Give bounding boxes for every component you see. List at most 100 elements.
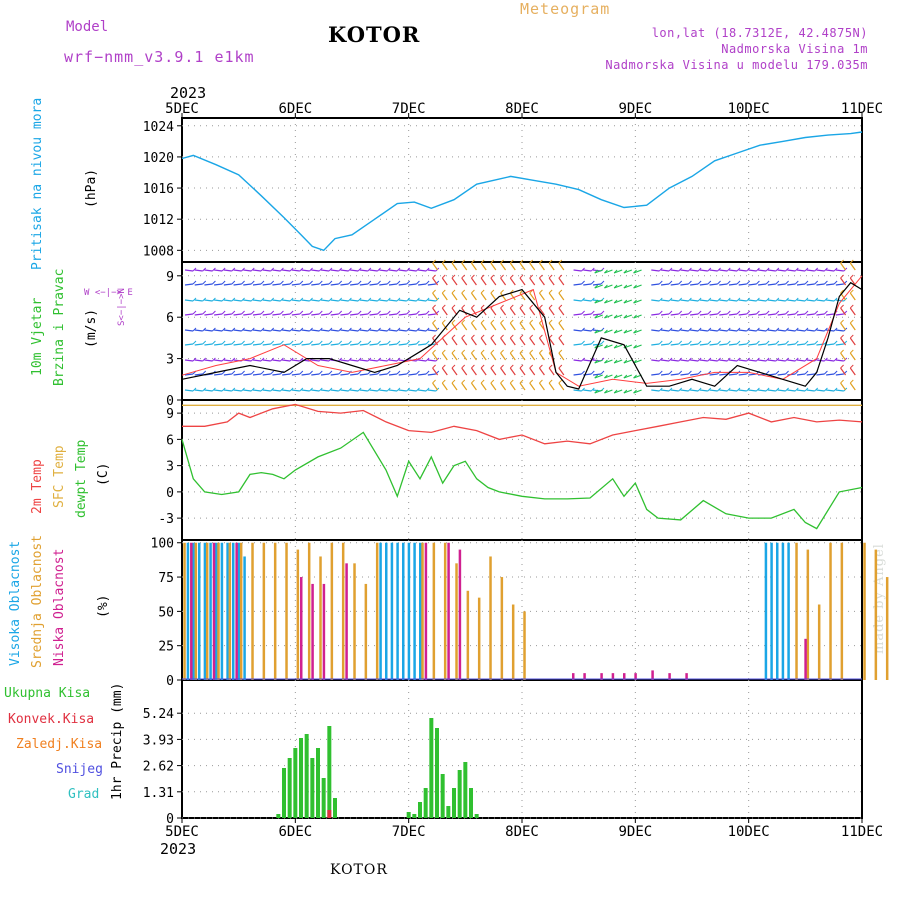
wind-barb-flag — [678, 357, 683, 362]
wind-barb — [758, 299, 767, 302]
high-cloud-bar — [407, 542, 411, 680]
wind-barb-flag — [849, 259, 854, 264]
wind-barb-flag — [548, 379, 553, 384]
wind-barb-flag — [270, 267, 275, 272]
wind-barb — [301, 359, 310, 362]
wind-barb — [311, 299, 320, 302]
total-rain-bar — [429, 718, 434, 818]
wind-barb — [441, 367, 448, 376]
wind-barb-flag — [658, 370, 663, 375]
wind-barb-flag — [539, 334, 543, 339]
wind-barb — [320, 313, 330, 316]
wind-barb — [291, 343, 300, 346]
wind-barb-flag — [432, 364, 436, 369]
wind-barb-flag — [824, 280, 828, 285]
legend-snow: Snijeg — [56, 762, 103, 777]
wind-barb-flag — [633, 374, 637, 379]
wind-barb — [806, 299, 815, 302]
wind-barb — [651, 343, 660, 346]
wind-barb-flag — [500, 334, 504, 339]
wind-barb-flag — [202, 340, 207, 345]
wind-barb — [291, 313, 300, 316]
wind-barb-flag — [338, 280, 343, 285]
wind-barb-flag — [338, 297, 343, 302]
wind-barb — [418, 343, 427, 346]
wind-barb — [835, 313, 844, 316]
wind-barb-flag — [289, 340, 294, 345]
wind-barb — [699, 299, 708, 302]
high-cloud-bar — [243, 556, 246, 680]
wind-barb — [529, 307, 536, 316]
wind-barb — [680, 283, 689, 286]
wind-barb-flag — [231, 267, 236, 272]
total-rain-bar — [316, 748, 320, 818]
wind-barb-flag — [833, 340, 838, 345]
wind-barb — [826, 313, 835, 316]
wind-barb — [670, 373, 679, 376]
wind-barb — [849, 277, 856, 286]
wind-barb — [369, 343, 378, 346]
mid-cloud-bar — [511, 604, 515, 680]
wind-barb-flag — [270, 310, 275, 315]
wind-barb — [651, 283, 660, 286]
wind-barb — [330, 313, 339, 316]
wind-barb-flag — [678, 280, 683, 285]
wind-barb — [470, 382, 477, 391]
wind-barb-flag — [318, 267, 323, 272]
wind-barb — [583, 389, 592, 392]
wind-barb — [613, 374, 623, 379]
high-cloud-bar — [396, 542, 399, 680]
wind-barb-flag — [348, 327, 352, 332]
wind-barb — [573, 313, 582, 316]
wind-barb-flag — [604, 329, 608, 334]
wind-barb — [826, 283, 835, 286]
wind-barb — [291, 359, 300, 362]
wind-barb-flag — [736, 280, 741, 285]
wind-barb — [509, 292, 516, 301]
wind-barb — [500, 337, 507, 346]
high-cloud-bar — [776, 542, 779, 680]
mid-cloud-bar — [806, 549, 810, 680]
wind-barb-flag — [357, 267, 362, 272]
high-cloud-bar — [764, 542, 768, 680]
wind-barb — [796, 283, 806, 286]
dewpoint-line — [181, 431, 863, 530]
y-tick-label: 100 — [151, 537, 174, 552]
wind-barb — [233, 389, 242, 392]
wind-barb-flag — [613, 374, 618, 379]
wind-barb-flag — [425, 297, 430, 302]
wind-barb-flag — [688, 280, 692, 285]
wind-barb-flag — [824, 327, 828, 332]
wind-barb-flag — [688, 357, 692, 362]
wind-barb-flag — [480, 274, 485, 279]
wind-barb-flag — [425, 327, 430, 332]
wind-barb-flag — [451, 259, 456, 264]
wind-barb-flag — [202, 327, 207, 332]
wind-barb — [301, 343, 310, 346]
wind-barb — [480, 277, 487, 286]
wind-barb-flag — [756, 357, 760, 362]
wind-barb-flag — [377, 370, 381, 375]
date-label-bottom: 5DEC — [165, 824, 199, 840]
wind-barb-flag — [775, 267, 780, 272]
wind-barb — [359, 389, 368, 392]
wind-barb — [398, 343, 407, 346]
wind-barb-flag — [590, 340, 595, 345]
total-rain-bar — [457, 770, 462, 818]
wind-barb — [379, 373, 388, 376]
wind-barb-flag — [668, 267, 673, 272]
wind-barb — [573, 269, 582, 272]
wind-barb — [214, 373, 223, 376]
wind-barb-flag — [396, 370, 401, 375]
wind-barb-flag — [529, 304, 534, 309]
wind-barb-flag — [441, 289, 446, 294]
date-label-bottom: 10DEC — [728, 824, 770, 840]
mid-cloud-bar — [795, 542, 798, 680]
wind-barb-flag — [212, 327, 216, 332]
wind-barb-flag — [461, 259, 466, 264]
wind-barb-flag — [633, 329, 637, 334]
wind-barb-flag — [280, 327, 284, 332]
low-cloud-bar — [623, 673, 626, 680]
legend-frz-rain: Zaledj.Kisa — [16, 737, 103, 752]
wind-barb-flag — [558, 364, 563, 369]
